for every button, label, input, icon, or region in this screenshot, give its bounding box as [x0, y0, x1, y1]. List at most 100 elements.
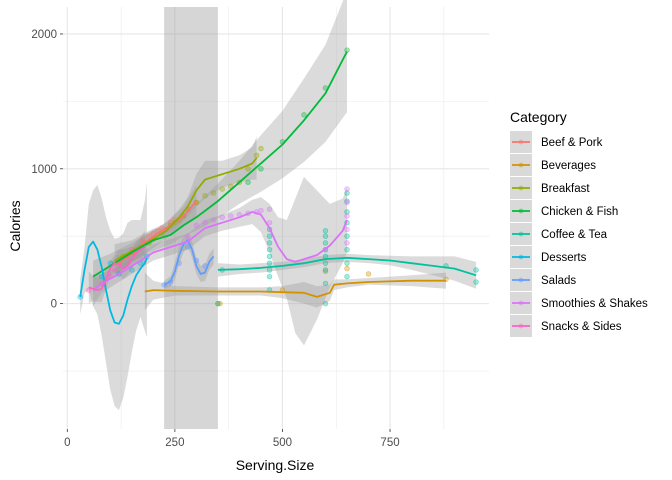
- data-point: [266, 267, 273, 273]
- data-point: [344, 233, 350, 239]
- trend-line: [114, 157, 258, 262]
- data-point: [344, 265, 350, 272]
- trend-line: [92, 211, 348, 291]
- data-point: [322, 267, 329, 273]
- data-point: [111, 267, 118, 273]
- legend-label: Chicken & Fish: [541, 206, 618, 218]
- y-tick-label: 1000: [31, 164, 57, 176]
- data-point: [322, 300, 329, 307]
- data-point: [473, 267, 479, 273]
- data-point: [344, 260, 350, 266]
- data-point: [215, 300, 221, 307]
- data-point: [344, 226, 350, 233]
- data-point: [185, 233, 191, 239]
- data-point: [210, 190, 217, 196]
- legend-key-point: [518, 162, 524, 168]
- legend-label: Beverages: [541, 160, 596, 172]
- data-point: [344, 186, 350, 192]
- data-point: [344, 190, 350, 196]
- confidence-band-vertical: [164, 7, 218, 429]
- y-axis-title: Calories: [7, 200, 23, 251]
- data-point: [344, 240, 350, 246]
- data-point: [322, 260, 329, 266]
- data-point: [344, 199, 350, 206]
- data-point: [202, 193, 208, 199]
- legend-item: Coffee & Tea: [510, 223, 608, 245]
- data-point: [245, 166, 251, 172]
- legend-key-point: [518, 300, 524, 306]
- data-point: [219, 186, 225, 192]
- trend-line: [144, 279, 446, 298]
- data-point: [344, 209, 350, 215]
- data-point: [301, 112, 307, 118]
- confidence-band: [164, 233, 214, 289]
- trend-line: [92, 51, 348, 278]
- data-point: [344, 246, 350, 253]
- data-point: [266, 206, 273, 212]
- data-point: [245, 179, 251, 185]
- legend-key-point: [518, 231, 524, 237]
- data-point: [322, 268, 329, 274]
- x-tick-label: 0: [64, 437, 70, 449]
- data-point: [344, 273, 350, 280]
- legend-item: Beverages: [510, 154, 596, 176]
- data-point: [210, 217, 217, 223]
- trend-line: [88, 246, 146, 291]
- legend-label: Beef & Pork: [541, 137, 603, 149]
- data-point: [266, 246, 273, 253]
- data-point: [146, 233, 152, 239]
- data-point: [266, 233, 273, 239]
- data-point: [266, 240, 273, 246]
- trend-line: [163, 239, 215, 286]
- legend-item: Beef & Pork: [510, 131, 603, 153]
- data-point: [258, 145, 264, 152]
- data-point: [219, 214, 225, 221]
- data-point: [129, 267, 135, 273]
- trend-line: [116, 200, 198, 266]
- legend-label: Smoothies & Shakes: [541, 298, 648, 310]
- legend-item: Salads: [510, 269, 576, 291]
- data-point: [322, 233, 329, 239]
- legend-label: Breakfast: [541, 183, 590, 195]
- data-point: [266, 220, 273, 226]
- trend-line: [79, 240, 148, 325]
- legend-item: Breakfast: [510, 177, 590, 199]
- data-point: [193, 222, 200, 229]
- legend-key-point: [518, 277, 524, 283]
- data-point: [322, 280, 329, 287]
- data-point: [266, 260, 273, 266]
- data-point: [228, 213, 234, 219]
- data-point: [258, 166, 264, 172]
- legend-item: Chicken & Fish: [510, 200, 618, 222]
- legend-key-point: [518, 323, 524, 329]
- confidence-band: [116, 184, 197, 277]
- trend-lines: [79, 51, 477, 325]
- trend-line: [217, 256, 477, 277]
- legend-title: Category: [510, 109, 567, 125]
- legend-label: Salads: [541, 275, 576, 287]
- data-point: [365, 271, 372, 277]
- legend-key-point: [518, 254, 524, 260]
- data-point: [258, 207, 264, 214]
- data-point: [322, 228, 329, 234]
- data-point: [344, 198, 350, 204]
- axes: 0 250 500 750 0 1000 2000: [31, 29, 399, 449]
- legend-item: Desserts: [510, 246, 587, 268]
- data-point: [202, 220, 208, 226]
- x-tick-label: 250: [165, 437, 184, 449]
- legend-items: Beef & Pork Beverages Breakfast Chicken & F…: [510, 131, 648, 337]
- data-point: [473, 279, 479, 285]
- y-tick-label: 0: [51, 299, 57, 311]
- legend-key-point: [518, 139, 524, 145]
- data-point: [266, 253, 273, 260]
- data-point: [253, 152, 260, 159]
- data-point: [266, 273, 273, 280]
- legend-label: Snacks & Sides: [541, 321, 622, 333]
- legend-label: Desserts: [541, 252, 587, 264]
- legend-label: Coffee & Tea: [541, 229, 608, 241]
- legend-item: Snacks & Sides: [510, 315, 622, 337]
- data-point: [322, 240, 329, 246]
- x-axis-title: Serving.Size: [236, 457, 315, 473]
- legend-item: Smoothies & Shakes: [510, 292, 648, 314]
